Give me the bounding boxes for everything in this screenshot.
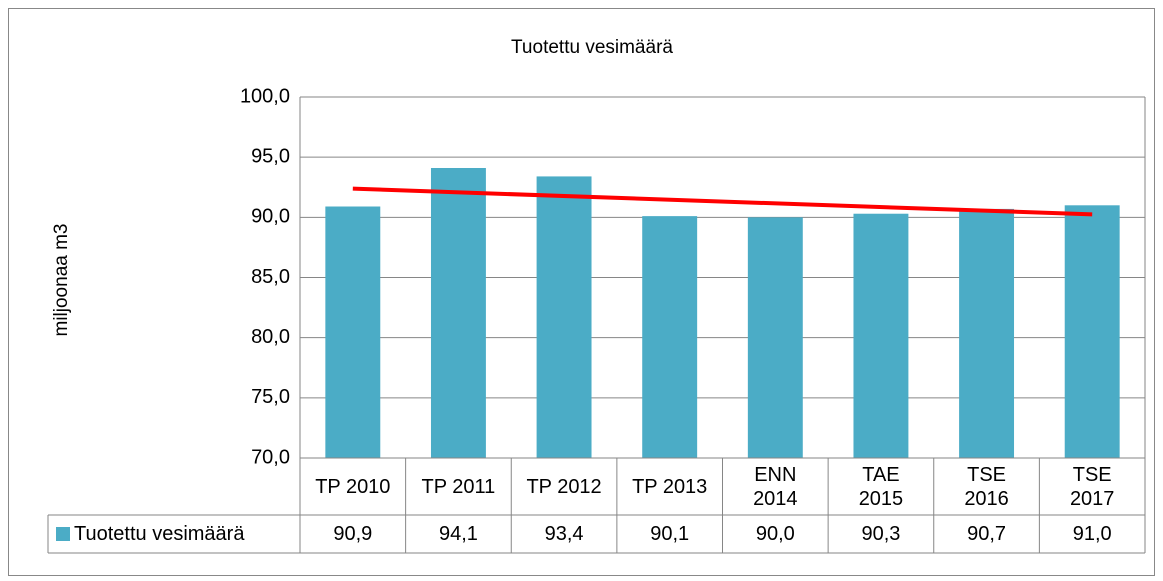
bar bbox=[747, 217, 803, 458]
y-tick-label: 95,0 bbox=[251, 145, 290, 167]
x-tick-label: TAE 2015 bbox=[858, 463, 904, 510]
data-label: 90,1 bbox=[650, 523, 690, 545]
trendline bbox=[352, 186, 1093, 217]
bar bbox=[325, 206, 381, 458]
y-tick-label: 70,0 bbox=[251, 446, 290, 468]
x-tick-label: TP 2010 bbox=[315, 475, 391, 498]
x-tick-label: TP 2012 bbox=[526, 475, 602, 498]
y-tick-label: 80,0 bbox=[251, 326, 290, 348]
y-tick-label: 100,0 bbox=[240, 85, 290, 107]
bar bbox=[959, 208, 1015, 458]
data-label: 91,0 bbox=[1072, 523, 1112, 545]
y-axis-label: miljoonaa m3 bbox=[51, 224, 72, 337]
data-label: 93,4 bbox=[544, 523, 584, 545]
bar bbox=[853, 213, 909, 458]
y-tick-label: 85,0 bbox=[251, 266, 290, 288]
legend-label: Tuotettu vesimäärä bbox=[74, 523, 245, 545]
data-label: 90,0 bbox=[755, 523, 795, 545]
legend-swatch bbox=[56, 527, 70, 541]
y-tick-label: 75,0 bbox=[251, 386, 290, 408]
x-tick-label: TP 2013 bbox=[632, 475, 708, 498]
data-label: 90,3 bbox=[861, 523, 901, 545]
bar bbox=[536, 176, 592, 459]
x-tick-label: TSE 2017 bbox=[1069, 463, 1115, 510]
bar bbox=[642, 216, 698, 458]
y-tick-label: 90,0 bbox=[251, 206, 290, 228]
chart-title: Tuotettu vesimäärä bbox=[511, 37, 673, 58]
bar bbox=[430, 167, 486, 458]
data-label: 94,1 bbox=[438, 523, 478, 545]
bar bbox=[1064, 205, 1120, 458]
x-tick-label: TP 2011 bbox=[421, 475, 496, 498]
x-tick-label: ENN 2014 bbox=[753, 463, 798, 510]
x-tick-label: TSE 2016 bbox=[964, 463, 1009, 510]
data-label: 90,9 bbox=[333, 523, 373, 545]
data-label: 90,7 bbox=[967, 523, 1007, 545]
